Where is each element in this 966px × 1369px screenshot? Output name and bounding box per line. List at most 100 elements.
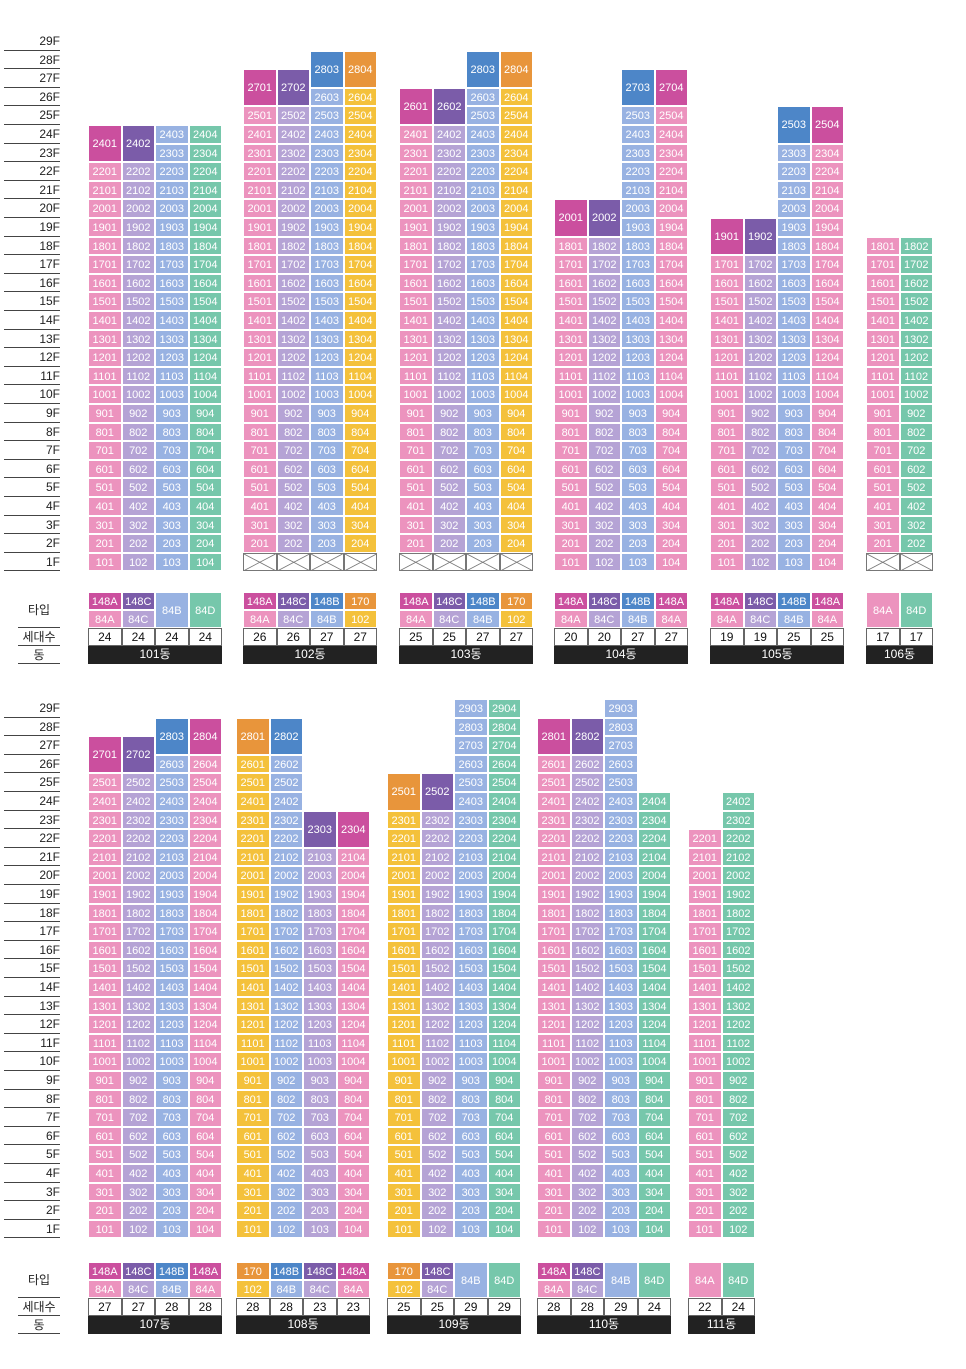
floor-label: 14F [4, 978, 60, 997]
unit-cell: 302 [269, 1182, 303, 1202]
household-count: 27 [343, 628, 377, 646]
unit-cell: 1903 [621, 218, 655, 237]
unit-cell: 1402 [721, 978, 755, 997]
unit-cell: 1902 [721, 885, 755, 904]
unit-cell: 1104 [499, 366, 533, 386]
type-box-top: 170 [343, 592, 377, 610]
unit-cell: 1004 [487, 1052, 521, 1071]
unit-cell: 603 [303, 1126, 337, 1146]
unit-cell: 1903 [777, 218, 811, 237]
unit-cell: 1402 [276, 311, 310, 330]
type-box-top: 148A [810, 592, 844, 610]
unit-cell: 504 [654, 478, 688, 497]
unit-cell: 1202 [420, 1015, 454, 1034]
unit-cell: 1101 [399, 366, 433, 386]
unit-cell: 1602 [743, 273, 777, 293]
unit-cell: 1801 [387, 903, 421, 923]
unit-cell: 2201 [688, 829, 722, 848]
unit-cell: 2103 [310, 180, 344, 200]
unit-cell: 1603 [604, 940, 638, 960]
type-box-bottom: 84A [188, 1280, 222, 1298]
unit-cell: 202 [743, 534, 777, 553]
type-box-bottom: 84C [743, 610, 777, 628]
unit-cell: 1201 [236, 1015, 270, 1034]
type-box-bottom: 84B [155, 1280, 189, 1298]
unit-cell: 1903 [310, 218, 344, 237]
unit-cell: 704 [810, 441, 844, 460]
type-box-top: 148B [621, 592, 655, 610]
unit-cell: 1204 [810, 348, 844, 367]
type-box-top: 148A [188, 1262, 222, 1280]
unit-cell: 2804 [499, 50, 533, 88]
unit-cell: 501 [88, 1145, 122, 1164]
unit-cell: 801 [710, 422, 744, 442]
unit-cell: 1502 [121, 292, 155, 311]
unit-cell: 1404 [499, 311, 533, 330]
unit-cell: 303 [155, 1182, 189, 1202]
unit-cell: 2104 [343, 180, 377, 200]
unit-cell: 2404 [654, 125, 688, 144]
unit-cell: 301 [236, 1182, 270, 1202]
unit-cell: 2502 [420, 773, 454, 811]
unit-cell: 1303 [777, 329, 811, 349]
type-box-top: 148C [587, 592, 621, 610]
unit-cell: 1703 [621, 255, 655, 274]
type-box-bottom: 84A [537, 1280, 571, 1298]
type-box-bottom: 84A [336, 1280, 370, 1298]
unit-cell: 2301 [236, 810, 270, 830]
unit-cell: 2104 [637, 847, 671, 867]
unit-cell: 1201 [710, 348, 744, 367]
pilotis-cell [466, 552, 500, 572]
type-box-bottom: 84B [777, 610, 811, 628]
floor-label: 8F [4, 1090, 60, 1109]
building-name-bar: 110동 [537, 1316, 671, 1334]
unit-cell: 302 [432, 515, 466, 535]
unit-cell: 1701 [710, 255, 744, 274]
unit-cell: 701 [387, 1108, 421, 1127]
unit-cell: 1601 [710, 273, 744, 293]
unit-cell: 402 [121, 497, 155, 516]
unit-cell: 701 [88, 1108, 122, 1127]
unit-cell: 1004 [637, 1052, 671, 1071]
unit-cell: 1501 [88, 292, 122, 311]
unit-cell: 904 [336, 1071, 370, 1090]
unit-cell: 2204 [188, 829, 222, 848]
unit-cell: 1204 [188, 1015, 222, 1034]
unit-cell: 502 [432, 478, 466, 497]
unit-cell: 2801 [537, 717, 571, 755]
unit-cell: 1803 [777, 236, 811, 256]
unit-cell: 1104 [637, 1033, 671, 1053]
unit-cell: 1403 [454, 978, 488, 997]
unit-cell: 1903 [604, 885, 638, 904]
unit-cell: 1403 [155, 978, 189, 997]
unit-cell: 1503 [466, 292, 500, 311]
unit-cell: 1501 [710, 292, 744, 311]
household-count: 29 [454, 1298, 488, 1316]
unit-cell: 501 [236, 1145, 270, 1164]
type-box-top: 170 [499, 592, 533, 610]
unit-cell: 1602 [570, 940, 604, 960]
unit-cell: 104 [654, 552, 688, 572]
unit-cell: 1204 [343, 348, 377, 367]
floor-label: 20F [4, 199, 60, 218]
unit-cell: 503 [621, 478, 655, 497]
unit-cell: 1904 [654, 218, 688, 237]
unit-cell: 303 [155, 515, 189, 535]
unit-cell: 1301 [537, 996, 571, 1016]
unit-cell: 1702 [721, 922, 755, 941]
unit-cell: 1302 [432, 329, 466, 349]
unit-cell: 1001 [399, 385, 433, 404]
unit-cell: 2302 [276, 143, 310, 163]
unit-cell: 1804 [654, 236, 688, 256]
unit-cell: 1801 [688, 903, 722, 923]
unit-cell: 902 [587, 404, 621, 423]
unit-cell: 503 [604, 1145, 638, 1164]
unit-cell: 1002 [276, 385, 310, 404]
unit-cell: 104 [810, 552, 844, 572]
unit-cell: 1301 [710, 329, 744, 349]
unit-cell: 1501 [236, 959, 270, 978]
floor-label: 6F [4, 460, 60, 479]
unit-cell: 1602 [121, 273, 155, 293]
unit-cell: 2602 [570, 754, 604, 774]
unit-cell: 1401 [387, 978, 421, 997]
